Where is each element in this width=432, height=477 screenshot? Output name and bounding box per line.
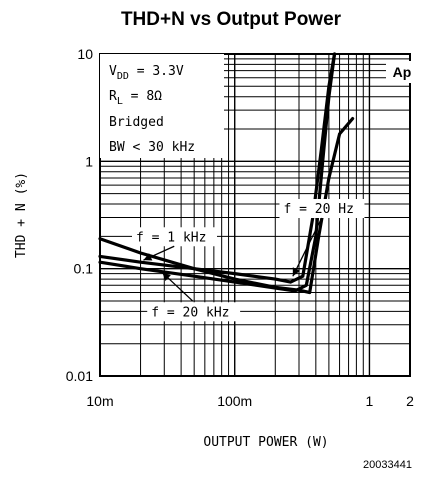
x-tick-label: 1 <box>366 393 374 409</box>
annotation-label: f = 20 Hz <box>283 202 353 217</box>
svg-text:Ap: Ap <box>393 64 412 80</box>
series-line-3 <box>98 116 355 295</box>
y-tick-label: 1 <box>85 153 93 169</box>
x-tick-label: 10m <box>86 393 113 409</box>
vdd-condition: VDD = 3.3V <box>109 64 184 82</box>
annotation-bg <box>131 227 217 247</box>
annotation-arrow <box>292 217 323 277</box>
figure-id: 20033441 <box>363 459 412 471</box>
mode-condition: Bridged <box>109 115 164 130</box>
annotation-arrowhead <box>292 267 300 277</box>
annotation-bg <box>147 302 241 322</box>
y-axis-label: THD + N (%) <box>14 172 29 258</box>
y-tick-label: 10 <box>77 46 93 62</box>
rl-condition: RL = 8Ω <box>109 89 162 107</box>
annotation-arrowhead <box>162 272 171 281</box>
ap-badge: Ap <box>386 61 419 83</box>
annotations: f = 1 kHz f = 20 Hz f = 20 kHz <box>131 199 365 322</box>
x-axis-label: OUTPUT POWER (W) <box>203 435 328 450</box>
y-tick-label: 0.01 <box>66 368 93 384</box>
plot-frame <box>99 53 411 377</box>
chart-title: THD+N vs Output Power <box>121 9 342 30</box>
annotation-arrowhead <box>143 253 153 261</box>
annotation-label: f = 1 kHz <box>136 230 206 245</box>
bw-condition: BW < 30 kHz <box>109 140 195 155</box>
x-tick-label: 2 <box>406 393 414 409</box>
tick-labels: 10m 100m 1 2 10 1 0.1 0.01 <box>66 46 414 409</box>
conditions-box: VDD = 3.3V RL = 8Ω Bridged BW < 30 kHz <box>100 54 224 158</box>
annotation-label: f = 20 kHz <box>151 305 229 320</box>
series-lines <box>98 52 355 295</box>
annotation-bg <box>279 199 365 219</box>
x-tick-label: 100m <box>217 393 252 409</box>
y-tick-label: 0.1 <box>74 261 94 277</box>
series-line-2 <box>98 52 337 284</box>
